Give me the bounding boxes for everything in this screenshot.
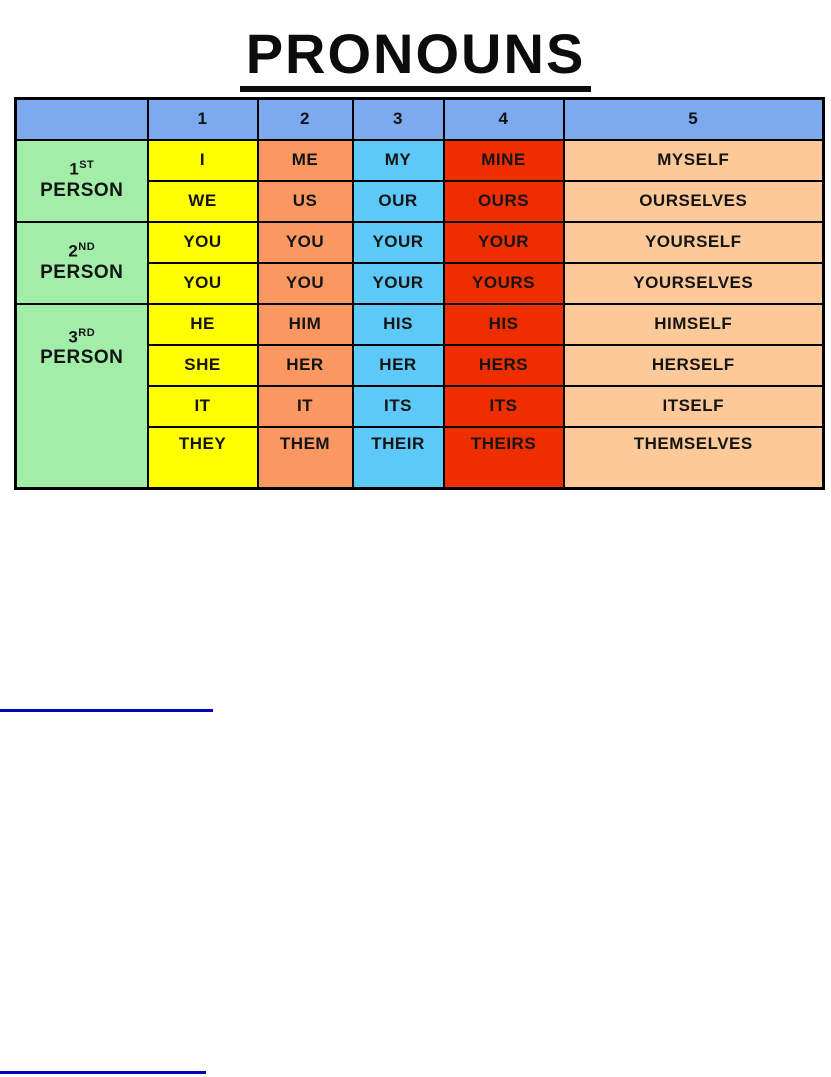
pronoun-cell: HIM <box>256 302 354 346</box>
pronoun-cell: YOURSELF <box>562 220 825 264</box>
pronoun-cell: YOURS <box>442 261 565 305</box>
column-header-4: 4 <box>442 97 565 141</box>
pronoun-cell: THEY <box>146 425 259 490</box>
pronoun-cell: THEM <box>256 425 354 490</box>
person-ordinal-suffix: RD <box>78 326 96 339</box>
table-row: IT IT ITS ITS ITSELF <box>16 384 825 428</box>
pronoun-cell: THEIRS <box>442 425 565 490</box>
person-ordinal-suffix: ST <box>79 159 95 172</box>
pronoun-cell: YOUR <box>351 261 445 305</box>
table-row: SHE HER HER HERS HERSELF <box>16 343 825 387</box>
table-row: THEY THEM THEIR THEIRS THEMSELVES <box>16 425 825 490</box>
pronoun-cell: ITS <box>442 384 565 428</box>
person-number: 2 <box>68 242 79 262</box>
pronoun-cell: MINE <box>442 138 565 182</box>
person-label-2nd: 2ND PERSON <box>14 220 149 305</box>
pronoun-cell: THEIR <box>351 425 445 490</box>
pronoun-cell: YOU <box>146 261 259 305</box>
pronoun-cell: YOU <box>146 220 259 264</box>
pronoun-cell: I <box>146 138 259 182</box>
column-header-5: 5 <box>562 97 825 141</box>
pronoun-cell: OURS <box>442 179 565 223</box>
pronoun-cell: MYSELF <box>562 138 825 182</box>
pronoun-cell: HIS <box>351 302 445 346</box>
pronoun-cell: YOUR <box>442 220 565 264</box>
pronoun-cell: HERSELF <box>562 343 825 387</box>
pronoun-cell: ME <box>256 138 354 182</box>
person-number: 1 <box>69 160 80 180</box>
corner-cell <box>14 97 149 141</box>
pronoun-cell: MY <box>351 138 445 182</box>
pronoun-cell: IT <box>256 384 354 428</box>
pronoun-cell: OURSELVES <box>562 179 825 223</box>
pronoun-cell: HIS <box>442 302 565 346</box>
person-word: PERSON <box>40 346 124 368</box>
person-word: PERSON <box>40 179 124 201</box>
pronoun-cell: ITS <box>351 384 445 428</box>
title-wrap: PRONOUNS <box>0 26 831 92</box>
person-word: PERSON <box>40 261 124 283</box>
divider-line-bottom <box>0 1071 206 1074</box>
pronoun-cell: HE <box>146 302 259 346</box>
table-row: 3RD PERSON HE HIM HIS HIS HIMSELF <box>14 302 825 490</box>
header-row: 1 2 3 4 5 <box>14 97 825 141</box>
pronoun-cell: US <box>256 179 354 223</box>
table-row: 1ST PERSON I ME MY MINE MYSELF <box>14 138 825 223</box>
page-title: PRONOUNS <box>239 26 592 92</box>
column-header-2: 2 <box>256 97 354 141</box>
person-number: 3 <box>68 327 79 347</box>
pronoun-cell: SHE <box>146 343 259 387</box>
column-header-3: 3 <box>351 97 445 141</box>
person-label-1st: 1ST PERSON <box>14 138 149 223</box>
pronoun-cell: HER <box>256 343 354 387</box>
pronoun-cell: ITSELF <box>562 384 825 428</box>
pronoun-cell: YOU <box>256 261 354 305</box>
pronoun-cell: YOUR <box>351 220 445 264</box>
divider-line-top <box>0 709 213 712</box>
table-row: YOU YOU YOUR YOURS YOURSELVES <box>16 261 825 305</box>
pronouns-table: 1 2 3 4 5 1ST PERSON I ME MY MINE MYSELF… <box>14 97 825 490</box>
table-row: WE US OUR OURS OURSELVES <box>16 179 825 223</box>
table-row: 2ND PERSON YOU YOU YOUR YOUR YOURSELF <box>14 220 825 305</box>
pronoun-cell: OUR <box>351 179 445 223</box>
pronoun-cell: IT <box>146 384 259 428</box>
column-header-1: 1 <box>146 97 259 141</box>
pronoun-cell: YOU <box>256 220 354 264</box>
person-ordinal-suffix: ND <box>78 241 96 254</box>
pronoun-cell: WE <box>146 179 259 223</box>
pronoun-cell: HER <box>351 343 445 387</box>
pronoun-cell: YOURSELVES <box>562 261 825 305</box>
person-label-3rd: 3RD PERSON <box>14 302 149 490</box>
pronoun-cell: THEMSELVES <box>562 425 825 490</box>
pronoun-cell: HIMSELF <box>562 302 825 346</box>
pronoun-cell: HERS <box>442 343 565 387</box>
